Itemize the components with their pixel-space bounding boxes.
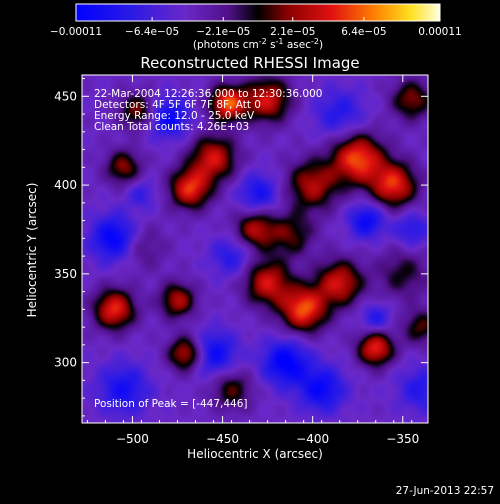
colorbar-tick-label: 2.1e−05 [270, 26, 315, 38]
y-tick-label: 400 [54, 178, 77, 192]
colorbar-ticks: −0.00011 −6.4e−05 −2.1e−05 2.1e−05 6.4e−05 0.… [50, 17, 462, 38]
y-tick-label: 300 [54, 356, 77, 370]
colorbar-tick-label: −6.4e−05 [125, 26, 179, 38]
colorbar-tick-label: −2.1e−05 [196, 26, 250, 38]
annotation-peak-position: Position of Peak = [-447,446] [94, 398, 248, 410]
colorbar-tick-label: −0.00011 [50, 26, 102, 38]
heatmap-image [82, 75, 428, 423]
colorbar [75, 3, 441, 22]
y-tick-label: 350 [54, 267, 77, 281]
colorbar-tick-label: 6.4e−05 [341, 26, 386, 38]
colorbar-tick-label: 0.00011 [418, 26, 461, 38]
colorbar-unit-label: (photons cm-2 s-1 asec-2) [193, 37, 323, 51]
annotation-total-counts: Clean Total counts: 4.26E+03 [94, 121, 249, 133]
annotations: 22-Mar-2004 12:26:36.000 to 12:30:36.000… [94, 88, 322, 410]
annotation-time-range: 22-Mar-2004 12:26:36.000 to 12:30:36.000 [94, 88, 322, 100]
x-tick-label: −350 [386, 432, 419, 446]
x-axis-label: Heliocentric X (arcsec) [187, 447, 323, 461]
annotation-energy-range: Energy Range: 12.0 - 25.0 keV [94, 110, 255, 122]
chart-title: Reconstructed RHESSI Image [140, 54, 359, 72]
x-tick-label: −400 [296, 432, 329, 446]
axis-ticks: −500 −450 −400 −350 300 350 400 450 [54, 75, 428, 446]
x-tick-label: −500 [116, 432, 149, 446]
y-tick-label: 450 [54, 89, 77, 103]
y-axis-label: Heliocentric Y (arcsec) [25, 183, 39, 318]
plot-frame [81, 74, 429, 424]
footer-timestamp: 27-Jun-2013 22:57 [396, 485, 494, 497]
x-tick-label: −450 [206, 432, 239, 446]
annotation-detectors: Detectors: 4F 5F 6F 7F 8F, Att 0 [94, 99, 261, 111]
